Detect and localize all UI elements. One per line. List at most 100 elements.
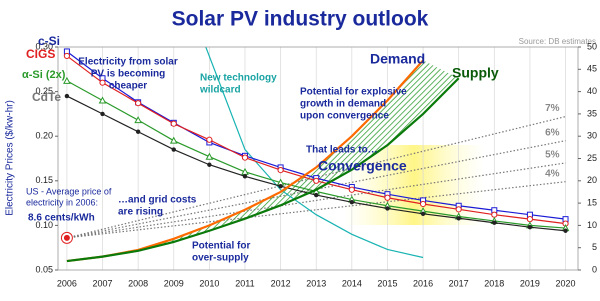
y-tick-label: 0.25 (35, 86, 53, 96)
marker (205, 152, 214, 160)
y-tick-label: 0.15 (35, 175, 53, 185)
annotation: New technology (200, 73, 277, 84)
annotation: 8.6 cents/kWh (28, 213, 95, 224)
y2-tick-label: 15 (587, 197, 597, 207)
marker (420, 211, 426, 217)
marker (314, 192, 319, 198)
annotation: US - Average price of (26, 186, 112, 196)
y-axis-label: Electricity Prices ($/kw-hr) (5, 100, 16, 216)
y2-tick-label: 20 (587, 175, 597, 185)
y-tick-label: 0.30 (35, 41, 53, 51)
annotation: Potential for explosive (300, 87, 407, 98)
marker (419, 200, 427, 208)
marker (98, 96, 107, 104)
x-tick-label: 2012 (271, 278, 291, 288)
marker (313, 177, 320, 184)
grid-cost-label: 5% (545, 150, 560, 161)
x-tick-label: 2020 (556, 278, 576, 288)
source-note: Source: DB estimates (519, 37, 596, 46)
y2-tick-label: 45 (587, 64, 597, 74)
marker (527, 224, 533, 230)
x-tick-label: 2008 (128, 278, 148, 288)
marker (385, 206, 390, 211)
series-label: c-Si (38, 34, 60, 48)
y2-tick-label: 25 (587, 153, 597, 163)
x-tick-label: 2014 (342, 278, 362, 288)
plot-area (63, 47, 570, 263)
x-tick-label: 2018 (484, 278, 504, 288)
annotation: electricity in 2006: (26, 197, 98, 207)
annotation: upon convergence (300, 111, 389, 122)
annotation: That leads to… (306, 145, 378, 156)
grid-cost-line (66, 162, 566, 239)
x-tick-label: 2016 (413, 278, 433, 288)
series-label: CdTe (32, 90, 61, 104)
series-label: Demand (370, 51, 425, 67)
marker (207, 162, 212, 167)
marker (135, 100, 142, 107)
x-tick-label: 2017 (449, 278, 469, 288)
wildcard-line (205, 47, 424, 259)
marker (348, 186, 355, 193)
series-label: Supply (452, 65, 499, 81)
y-tick-label: 0.05 (35, 264, 53, 274)
annotation: over-supply (192, 253, 249, 264)
marker (171, 147, 176, 152)
annotation: are rising (118, 207, 163, 218)
series-label: α-Si (2x) (22, 69, 66, 81)
chart-title: Solar PV industry outlook (172, 8, 429, 31)
demand-supply-gap (66, 60, 459, 262)
marker (135, 129, 141, 134)
x-tick-label: 2011 (235, 278, 254, 288)
series-label: CIGS (26, 47, 55, 61)
y-tick-label: 0.10 (35, 220, 53, 230)
marker (492, 220, 497, 225)
annotation: Electricity from solar (78, 57, 178, 68)
marker (99, 79, 106, 86)
grid-cost-line (66, 140, 566, 239)
y2-tick-label: 40 (587, 86, 597, 96)
marker (526, 216, 534, 223)
y2-tick-label: 35 (587, 108, 597, 118)
marker (242, 174, 248, 179)
marker (170, 120, 177, 127)
y2-tick-label: 30 (587, 131, 597, 141)
marker (64, 93, 70, 99)
annotation: PV is becoming (91, 69, 165, 80)
marker (456, 216, 461, 221)
marker (349, 200, 355, 205)
annotation: Convergence (318, 158, 407, 174)
annotation: growth in demand (300, 99, 386, 110)
y2-tick-label: 0 (592, 264, 597, 274)
marker (63, 76, 71, 84)
x-tick-label: 2006 (57, 278, 77, 288)
marker (134, 116, 142, 124)
x-tick-label: 2019 (520, 278, 540, 288)
annotation: cheaper (109, 81, 147, 92)
grid-cost-label: 7% (545, 103, 560, 114)
x-tick-label: 2015 (377, 278, 397, 288)
annotation: …and grid costs (118, 195, 197, 206)
marker (241, 154, 249, 161)
marker (384, 194, 391, 201)
marker (277, 166, 284, 174)
marker (206, 136, 213, 143)
x-tick-label: 2009 (164, 278, 184, 288)
y2-tick-label: 10 (587, 220, 597, 230)
grid-cost-label: 6% (545, 127, 560, 138)
marker (169, 136, 178, 144)
marker (63, 52, 71, 60)
annotation: wildcard (199, 85, 241, 96)
marker (563, 228, 568, 233)
x-tick-label: 2013 (306, 278, 326, 288)
us-price-dot (63, 234, 70, 241)
annotation: Potential for (192, 241, 250, 252)
grid-cost-label: 4% (545, 168, 560, 179)
marker (491, 211, 498, 218)
x-tick-label: 2007 (93, 278, 113, 288)
marker (455, 206, 462, 213)
y2-tick-label: 5 (592, 242, 597, 252)
marker (278, 183, 283, 189)
volume-line (66, 77, 460, 263)
